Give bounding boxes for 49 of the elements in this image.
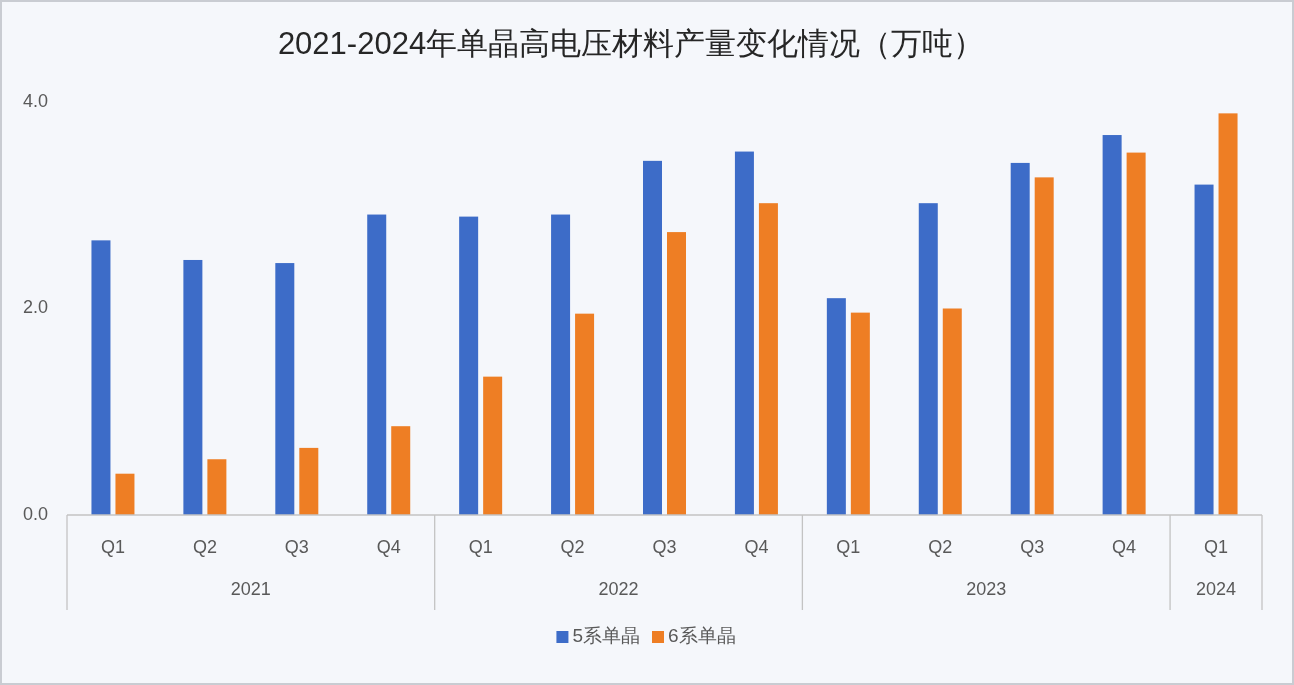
- bar: [918, 203, 938, 515]
- bar: [183, 259, 203, 515]
- bar: [551, 214, 571, 515]
- x-tick-label: Q4: [744, 536, 769, 557]
- bar: [1126, 152, 1146, 515]
- x-tick-label: Q2: [928, 536, 953, 557]
- chart-title: 2021-2024年单晶高电压材料产量变化情况（万吨）: [277, 26, 985, 62]
- y-tick-label: 0.0: [22, 503, 48, 524]
- bar: [826, 298, 846, 515]
- text: 2021: [230, 578, 271, 599]
- bar: [299, 447, 319, 515]
- bar: [275, 263, 295, 515]
- text: 2024: [1196, 578, 1237, 599]
- bar: [1194, 184, 1214, 515]
- bar: [207, 459, 227, 515]
- text: 2022: [598, 578, 639, 599]
- x-tick-label: Q2: [560, 536, 585, 557]
- bar: [667, 232, 686, 515]
- bar: [1102, 135, 1122, 515]
- bar: [1034, 177, 1054, 515]
- legend-label: 6系单晶: [668, 625, 736, 647]
- x-tick-label: Q4: [1112, 536, 1137, 557]
- x-tick-label: Q2: [192, 536, 217, 557]
- bar: [367, 214, 387, 515]
- x-tick-label: Q1: [836, 536, 861, 557]
- x-tick-label: Q1: [1204, 536, 1229, 557]
- bar: [1010, 162, 1030, 515]
- bar: [115, 473, 135, 515]
- bar: [575, 313, 595, 515]
- y-tick-label: 4.0: [22, 90, 48, 111]
- bar: [1218, 113, 1238, 515]
- x-tick-label: Q3: [284, 536, 309, 557]
- x-tick-label: Q1: [100, 536, 125, 557]
- bar: [734, 151, 754, 515]
- bar: [483, 376, 503, 515]
- x-tick-label: Q4: [376, 536, 401, 557]
- bar: [942, 308, 962, 515]
- bar: [643, 160, 662, 515]
- x-tick-label: Q1: [468, 536, 493, 557]
- y-tick-label: 2.0: [22, 297, 48, 318]
- text: 2023: [966, 578, 1007, 599]
- bar: [758, 203, 778, 515]
- x-tick-label: Q3: [1020, 536, 1045, 557]
- bar: [391, 426, 411, 515]
- bar: [91, 240, 111, 515]
- bar: [459, 216, 479, 515]
- bar: [850, 312, 870, 515]
- x-tick-label: Q3: [652, 536, 677, 557]
- legend-label: 5系单晶: [572, 625, 640, 647]
